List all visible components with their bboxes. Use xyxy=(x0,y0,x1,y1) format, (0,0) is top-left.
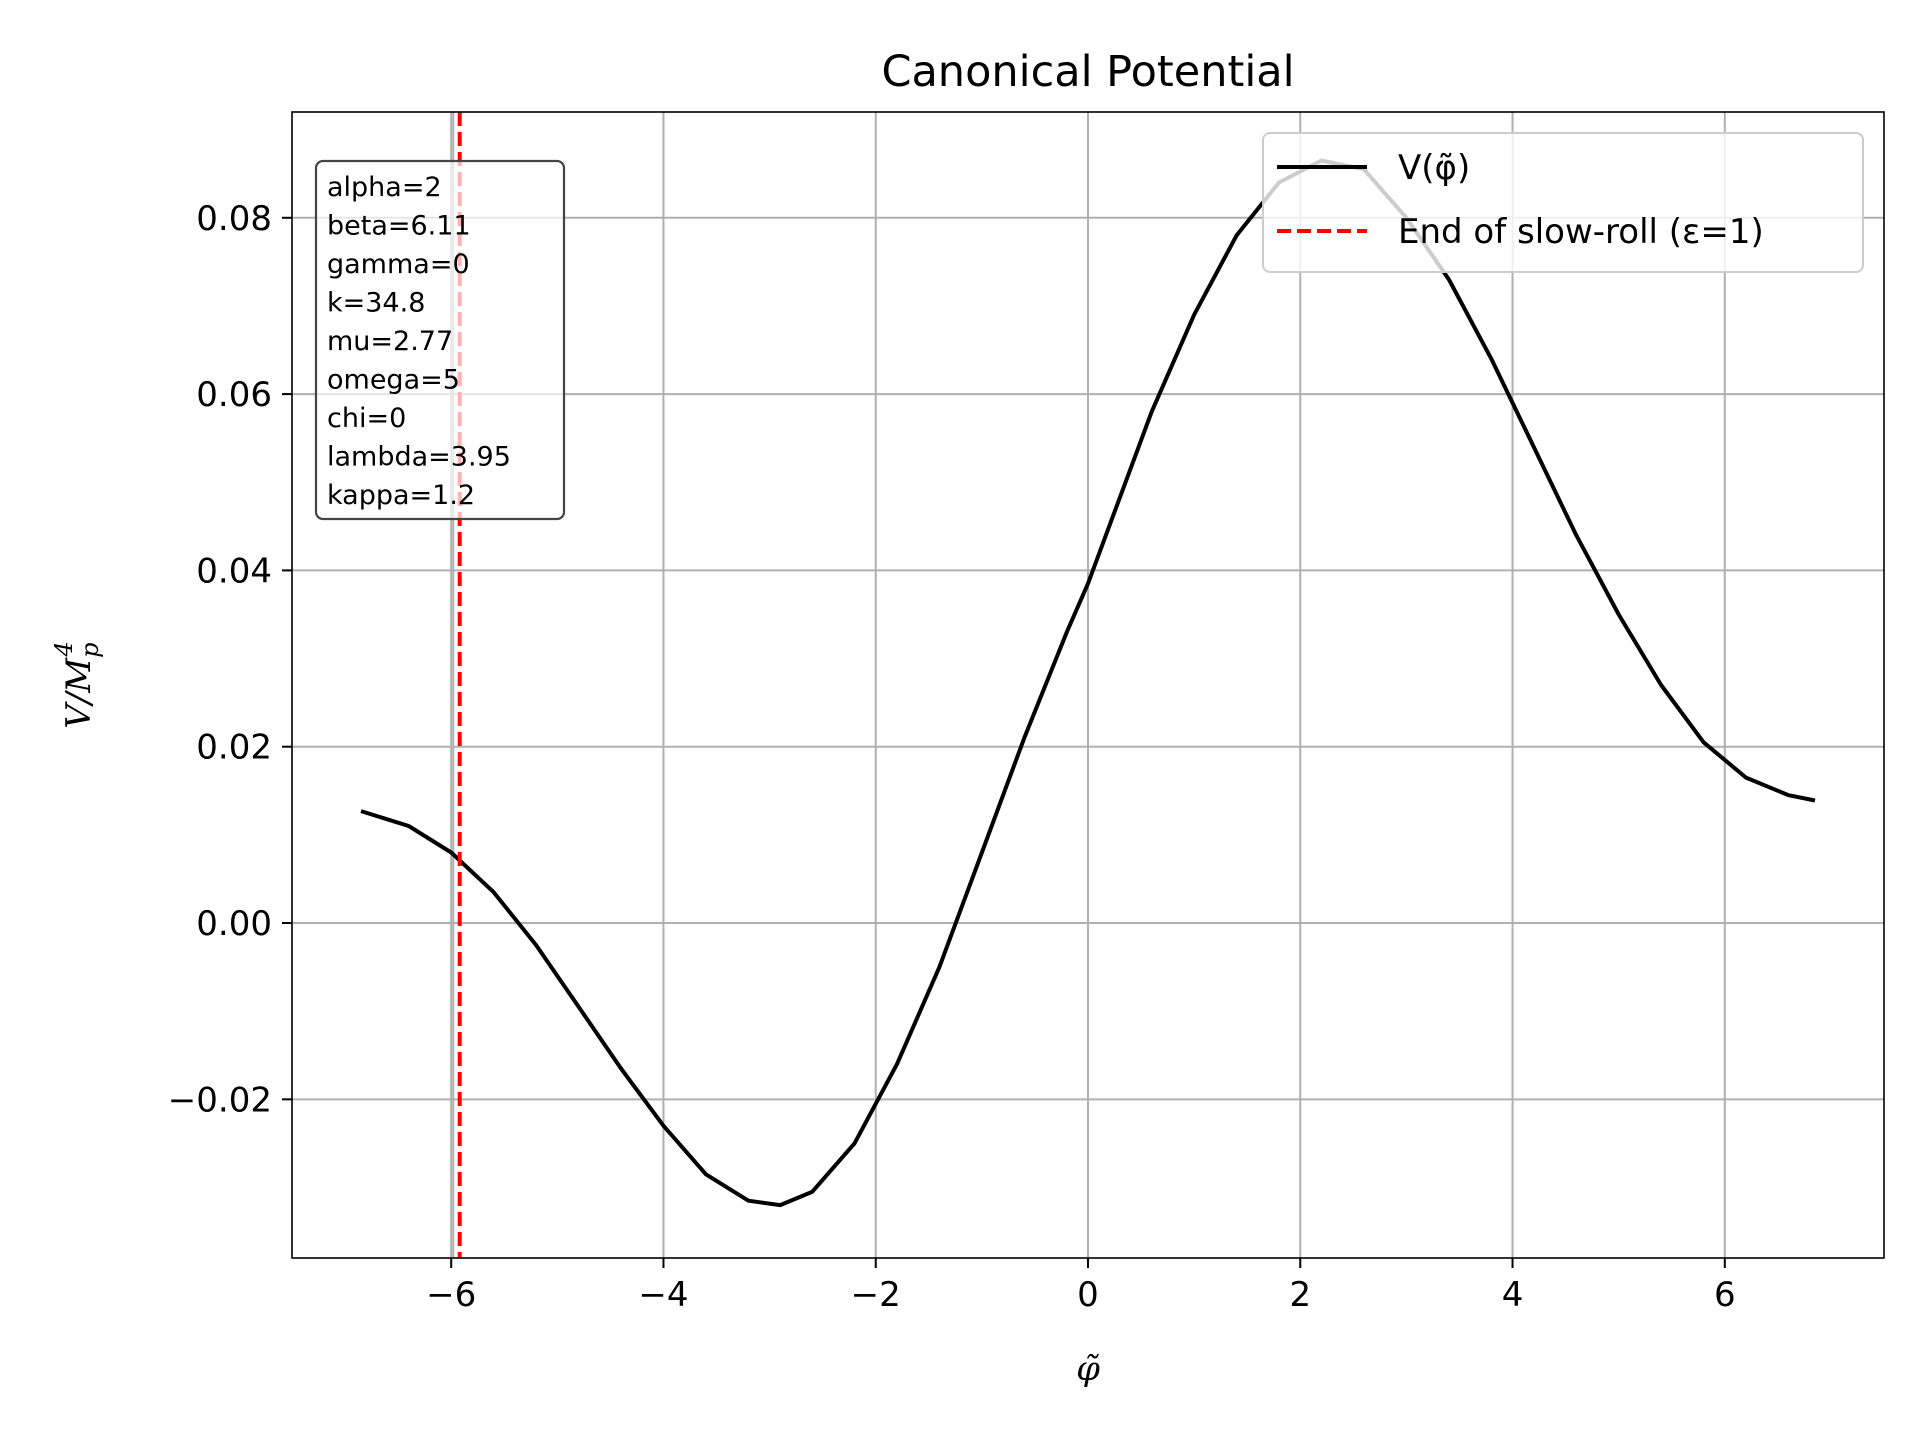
y-tick-label: −0.02 xyxy=(168,1080,272,1120)
y-axis-label: V/Mp4 xyxy=(50,641,104,728)
y-axis-label-subscript: p xyxy=(76,643,104,658)
x-tick-label: −2 xyxy=(851,1275,901,1315)
x-tick-label: −4 xyxy=(638,1275,688,1315)
parameter-line: lambda=3.95 xyxy=(327,442,511,473)
x-tick-label: 4 xyxy=(1502,1275,1524,1315)
parameter-line: beta=6.11 xyxy=(327,211,471,242)
y-tick-label: 0.06 xyxy=(196,375,272,415)
parameter-line: k=34.8 xyxy=(327,288,425,319)
grid xyxy=(292,112,1884,1258)
legend: V(φ̃) End of slow-roll (ε=1) xyxy=(1262,132,1864,273)
parameter-line: chi=0 xyxy=(327,403,406,434)
chart-title: Canonical Potential xyxy=(881,47,1294,97)
parameter-line: kappa=1.2 xyxy=(327,480,475,511)
x-tick-label: 0 xyxy=(1077,1275,1099,1315)
y-axis-label-main: V/M xyxy=(59,657,99,729)
x-tick-label: 2 xyxy=(1289,1275,1311,1315)
y-tick-label: 0.00 xyxy=(196,904,272,944)
potential-curve xyxy=(360,158,1816,1208)
y-tick-label: 0.08 xyxy=(196,199,272,239)
parameter-line: omega=5 xyxy=(327,365,460,396)
parameter-line: alpha=2 xyxy=(327,172,442,203)
legend-frame xyxy=(1262,132,1864,273)
x-tick-label: 6 xyxy=(1714,1275,1736,1315)
parameter-line: mu=2.77 xyxy=(327,326,453,357)
parameter-box-frame xyxy=(314,159,566,521)
y-tick-label: 0.04 xyxy=(196,551,272,591)
legend-label-potential: V(φ̃) xyxy=(1398,148,1470,188)
y-axis-label-superscript: 4 xyxy=(50,641,78,657)
parameter-box: alpha=2 beta=6.11 gamma=0 k=34.8 mu=2.77 omeg… xyxy=(314,159,566,521)
x-tick-label: −6 xyxy=(426,1275,476,1315)
x-axis-label: φ̃ xyxy=(1076,1349,1100,1389)
ticks: −6 −4 −2 0 2 4 6 −0.02 0.00 0.02 0.04 0.06 0.08 xyxy=(168,199,1736,1315)
parameter-line: gamma=0 xyxy=(327,249,470,280)
legend-label-slow-roll: End of slow-roll (ε=1) xyxy=(1398,212,1764,252)
y-tick-label: 0.02 xyxy=(196,728,272,768)
